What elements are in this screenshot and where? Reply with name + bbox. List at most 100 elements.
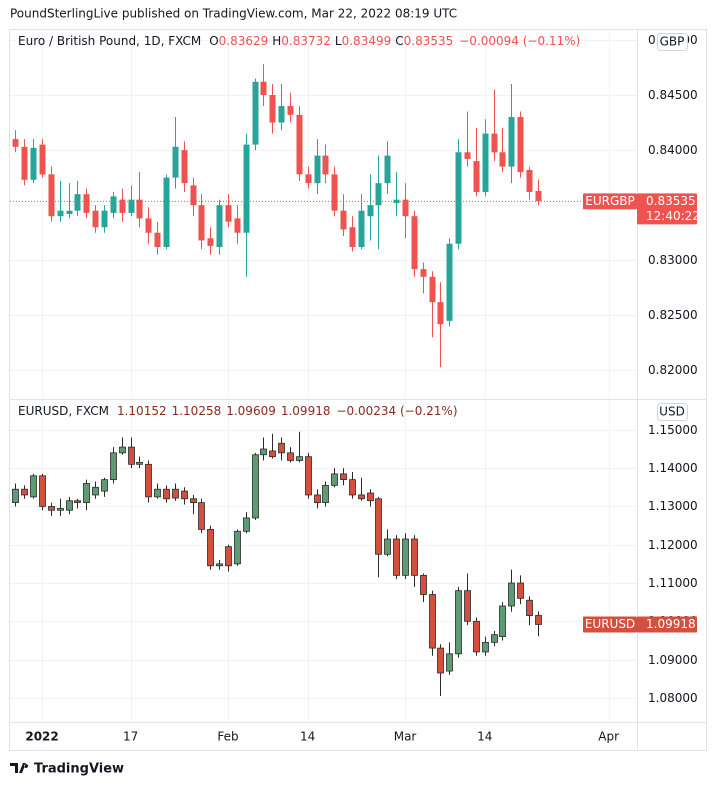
- candle-body: [181, 150, 188, 184]
- candle-body: [39, 475, 46, 507]
- candle-body: [243, 517, 250, 532]
- y-tick-label: 0.83000: [648, 253, 698, 267]
- candle-body: [234, 218, 241, 233]
- candle-body: [278, 106, 285, 123]
- x-tick-label: 14: [300, 730, 315, 744]
- candle-body: [39, 144, 46, 175]
- candle-body: [340, 210, 347, 230]
- candle-body: [305, 174, 312, 184]
- candle-body: [66, 210, 73, 214]
- candle-body: [508, 582, 515, 607]
- ohlc-value: 0.83732: [281, 34, 331, 48]
- price-badge: [637, 193, 697, 225]
- candle-body: [172, 488, 179, 499]
- countdown: 12:40:22: [646, 209, 700, 223]
- candle-body: [136, 462, 143, 465]
- candle-body: [207, 529, 214, 567]
- legend-title: Euro / British Pound, 1D, FXCM: [18, 34, 201, 48]
- change: −0.00234 (−0.21%): [336, 404, 457, 418]
- x-tick-label: 14: [477, 730, 492, 744]
- candle-body: [92, 210, 99, 228]
- candle-body: [517, 582, 524, 599]
- candle-body: [349, 479, 356, 496]
- candle-body: [136, 199, 143, 219]
- y-tick-label: 1.13000: [648, 499, 698, 513]
- candle-body: [30, 147, 37, 180]
- x-tick-label: Apr: [598, 730, 619, 744]
- candle-body: [252, 454, 259, 519]
- candle-body: [535, 615, 542, 625]
- candle-body: [207, 238, 214, 246]
- candle-body: [57, 507, 64, 511]
- ohlc-value: 1.10152: [117, 404, 167, 418]
- candle-body: [314, 494, 321, 504]
- candle-body: [225, 546, 232, 567]
- candle-body: [322, 155, 329, 175]
- candle-body: [21, 146, 28, 180]
- candle-body: [21, 488, 28, 496]
- candle-body: [190, 498, 197, 504]
- candle-body: [12, 488, 19, 504]
- ohlc-value: 1.10258: [172, 404, 222, 418]
- candle-body: [402, 538, 409, 576]
- x-tick-label: 2022: [25, 730, 58, 744]
- ohlc-letter: H: [272, 34, 281, 48]
- candle-body: [172, 146, 179, 178]
- ohlc-value: 1.09609: [226, 404, 276, 418]
- candle-body: [375, 498, 382, 555]
- candle-body: [446, 243, 453, 321]
- candle-body: [83, 483, 90, 504]
- candle-body: [92, 486, 99, 496]
- candle-body: [190, 185, 197, 206]
- logo-icon: [10, 763, 29, 773]
- candle-body: [482, 641, 489, 653]
- candle-body: [535, 190, 542, 202]
- candle-body: [367, 492, 374, 502]
- candle-body: [393, 538, 400, 576]
- y-tick-label: 1.15000: [648, 423, 698, 437]
- candle-body: [446, 653, 453, 672]
- candle-body: [287, 106, 294, 115]
- y-tick-label: 1.09000: [648, 653, 698, 667]
- candle-body: [420, 269, 427, 277]
- ohlc-letter: O: [209, 34, 218, 48]
- candle-body: [110, 452, 117, 481]
- candle-body: [314, 155, 321, 184]
- symbol-badge: [583, 193, 637, 210]
- currency-badge: [657, 403, 688, 421]
- candle-body: [48, 174, 55, 217]
- candle-body: [358, 494, 365, 500]
- candle-body: [375, 183, 382, 206]
- y-tick-label: 0.84500: [648, 88, 698, 102]
- candle-body: [455, 590, 462, 655]
- candle-body: [437, 302, 444, 325]
- pane-legend: Euro / British Pound, 1D, FXCM O0.83629 H0…: [18, 34, 580, 48]
- frame: [9, 29, 707, 751]
- y-tick-label: 1.12000: [648, 538, 698, 552]
- candle-body: [402, 199, 409, 217]
- candle-body: [163, 177, 170, 248]
- pane: 0.820000.825000.830000.835000.840000.845…: [10, 30, 700, 398]
- candle-body: [83, 194, 90, 213]
- candle-body: [491, 634, 498, 643]
- symbol-badge-text: EURGBP: [585, 194, 634, 208]
- candle-body: [287, 452, 294, 461]
- legend-title: EURUSD, FXCM: [18, 404, 109, 418]
- candle-body: [464, 590, 471, 622]
- candle-body: [499, 152, 506, 167]
- candle-body: [349, 227, 356, 248]
- currency-label: GBP: [660, 35, 685, 49]
- candle-body: [48, 506, 55, 511]
- candle-body: [252, 81, 259, 145]
- candle-body: [234, 530, 241, 565]
- candle-body: [464, 152, 471, 159]
- candle-body: [198, 205, 205, 241]
- candle-body: [145, 463, 152, 498]
- candle-body: [455, 152, 462, 244]
- candle-body: [367, 205, 374, 217]
- y-tick-label: 0.84000: [648, 143, 698, 157]
- candle-body: [57, 210, 64, 217]
- candle-body: [12, 139, 19, 147]
